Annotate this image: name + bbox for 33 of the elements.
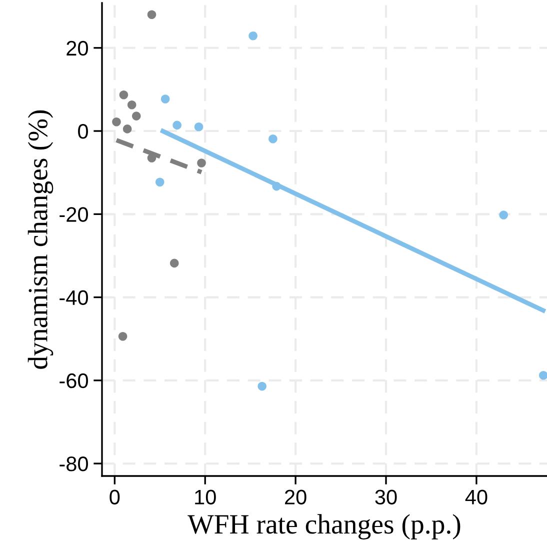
point: [172, 120, 182, 130]
x-tick-label: 20: [285, 490, 306, 504]
y-tick-label: 0: [78, 124, 88, 139]
point: [122, 124, 132, 134]
point: [112, 117, 121, 126]
point: [272, 182, 281, 191]
point: [119, 90, 128, 100]
point: [268, 134, 278, 144]
x-tick-label: 40: [465, 490, 488, 504]
point: [194, 122, 204, 132]
y-tick-label: -40: [60, 290, 88, 306]
point: [170, 258, 179, 268]
x-tick-label: 0: [110, 490, 120, 504]
point: [127, 100, 136, 110]
point: [248, 31, 258, 40]
x-tick-label: 10: [195, 490, 216, 504]
point: [118, 332, 128, 341]
x-axis-title: WFH rate changes (p.p.): [188, 514, 460, 540]
y-tick-label: 20: [66, 40, 88, 56]
y-tick-label: -60: [60, 373, 88, 388]
point: [155, 178, 164, 187]
point: [499, 210, 508, 220]
x-tick-label: 30: [375, 490, 397, 504]
y-tick-label: -80: [60, 456, 88, 472]
y-axis-title: dynamism changes (%): [28, 110, 54, 369]
point: [197, 158, 206, 168]
point: [538, 371, 547, 380]
point: [147, 10, 156, 20]
point: [132, 112, 141, 120]
point: [258, 382, 266, 391]
point: [160, 94, 170, 104]
point: [147, 154, 156, 162]
y-tick-label: -20: [60, 207, 88, 222]
